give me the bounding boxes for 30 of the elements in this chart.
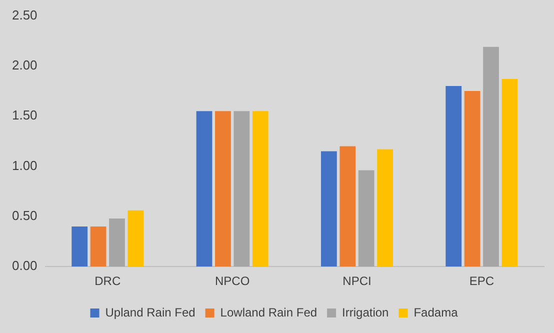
bar: [234, 111, 250, 267]
bar: [215, 111, 231, 267]
bar: [340, 146, 356, 267]
y-tick-label: 0.00: [12, 258, 38, 274]
bar: [464, 91, 480, 267]
legend-label: Lowland Rain Fed: [220, 305, 318, 320]
x-tick-label: DRC: [94, 274, 121, 288]
legend-label: Irrigation: [342, 305, 389, 320]
legend-label: Fadama: [414, 305, 458, 320]
bar: [109, 218, 125, 267]
bar: [483, 46, 499, 267]
legend-label: Upland Rain Fed: [105, 305, 196, 320]
bar: [502, 79, 518, 267]
x-tick-label: NPCI: [342, 274, 372, 288]
y-tick-label: 1.50: [12, 108, 38, 123]
bar: [196, 111, 212, 267]
bar: [252, 111, 268, 267]
bar: [320, 151, 337, 267]
y-tick-label: 2.50: [12, 7, 38, 22]
bar: [358, 170, 374, 267]
y-tick-label: 1.00: [12, 158, 38, 173]
x-tick-label: EPC: [469, 274, 494, 288]
y-tick-label: 0.50: [12, 208, 38, 224]
bar: [377, 149, 393, 267]
bar: [72, 226, 88, 267]
bar: [446, 86, 462, 267]
bar: [128, 210, 144, 267]
bar: [90, 226, 106, 267]
x-tick-label: NPCO: [214, 274, 250, 288]
y-tick-label: 2.00: [12, 58, 38, 73]
